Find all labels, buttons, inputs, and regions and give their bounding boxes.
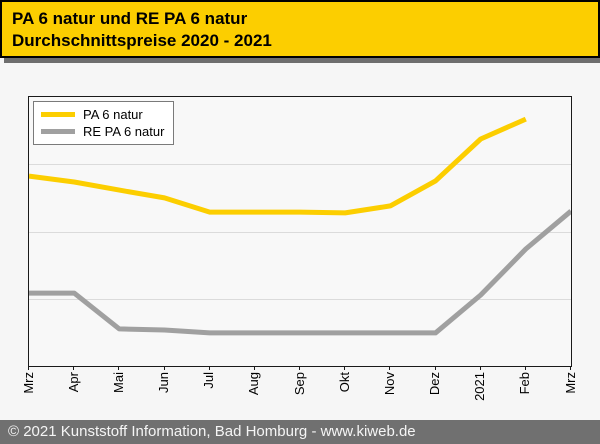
x-axis-label: Jun — [156, 372, 171, 393]
x-tick — [479, 366, 481, 370]
x-tick — [389, 366, 391, 370]
x-axis-label: Aug — [246, 372, 262, 396]
legend-label: RE PA 6 natur — [83, 124, 165, 139]
x-axis-label: Mrz — [562, 372, 578, 394]
chart-title-line1: PA 6 natur und RE PA 6 natur — [12, 9, 248, 28]
x-tick — [524, 366, 526, 370]
x-axis-label: Okt — [336, 372, 352, 393]
legend-item: RE PA 6 natur — [41, 123, 164, 140]
gridline — [29, 232, 571, 233]
x-axis-label: Mai — [110, 372, 126, 393]
legend-color-swatch — [41, 129, 75, 134]
x-tick — [344, 366, 346, 370]
gridline — [29, 299, 571, 300]
x-axis-label: Sep — [291, 372, 307, 396]
x-tick — [299, 366, 300, 370]
x-tick — [73, 366, 75, 370]
x-axis-label: Feb — [517, 372, 533, 395]
x-axis-label: Nov — [381, 372, 397, 396]
x-tick — [163, 366, 165, 370]
legend-label: PA 6 natur — [83, 107, 143, 122]
series-lines-canvas — [29, 116, 571, 336]
chart-header: PA 6 natur und RE PA 6 natur Durchschnit… — [0, 0, 600, 58]
x-axis-label: 2021 — [472, 372, 488, 401]
x-tick — [253, 366, 255, 370]
footer-bar: © 2021 Kunststoff Information, Bad Hombu… — [0, 420, 600, 444]
series-line-pa-6-natur — [29, 116, 527, 216]
legend-color-swatch — [41, 112, 75, 117]
header-drop-shadow — [4, 58, 600, 63]
legend: PA 6 natur RE PA 6 natur — [33, 101, 175, 145]
x-axis-label: Apr — [65, 372, 81, 393]
gridline — [29, 164, 571, 165]
x-axis-label: Dez — [427, 372, 442, 396]
legend-item: PA 6 natur — [41, 106, 164, 123]
x-axis-label: Jul — [201, 372, 217, 389]
x-tick — [570, 366, 571, 370]
x-axis-label: Mrz — [20, 372, 36, 394]
series-line-re-pa-6-natur — [29, 209, 571, 336]
x-tick — [28, 366, 29, 370]
copyright-text: © 2021 Kunststoff Information, Bad Hombu… — [8, 423, 416, 440]
x-tick — [434, 366, 436, 370]
x-tick — [118, 366, 120, 370]
x-tick — [208, 366, 210, 370]
chart-title-line2: Durchschnittspreise 2020 - 2021 — [12, 31, 272, 50]
